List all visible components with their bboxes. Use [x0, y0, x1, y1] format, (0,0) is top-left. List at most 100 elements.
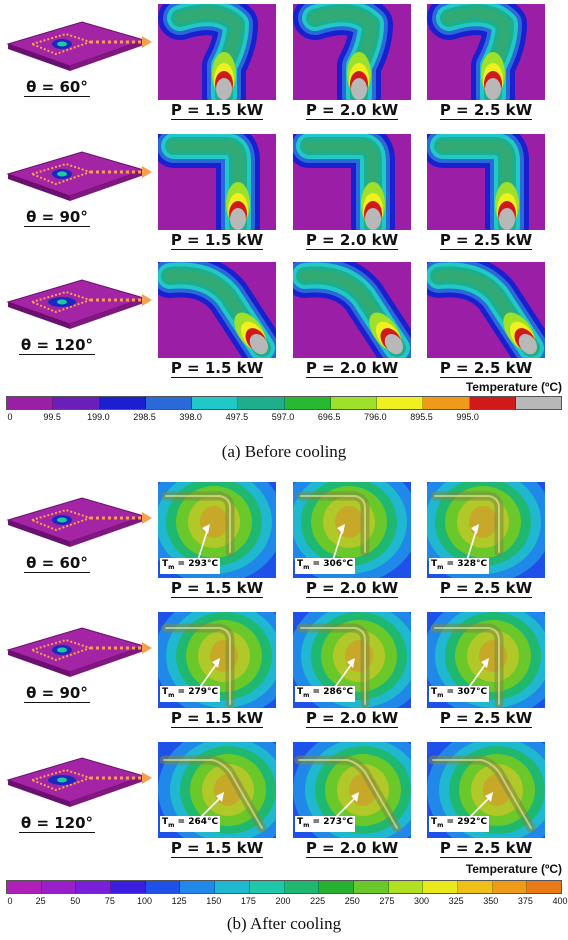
caption-before: (a) Before cooling: [221, 442, 347, 461]
power-value: P = 1.5 kW: [170, 101, 264, 120]
plate-after-60: [6, 497, 152, 547]
colorbar-tick: 995.0: [456, 412, 479, 422]
colorbar-segment: [53, 397, 100, 409]
tm-unit: °C: [476, 559, 488, 569]
colorbar-tick: 398.0: [179, 412, 202, 422]
tm-subscript: m: [168, 563, 175, 571]
colorbar-tick: 895.5: [410, 412, 433, 422]
theta-label-after: θ = 120°: [2, 814, 112, 833]
colorbar-segment: [469, 397, 516, 409]
tm-symbol: T: [162, 817, 169, 827]
colorbar-segment: [353, 881, 389, 893]
contour-before-60-2: [427, 4, 545, 100]
contour-before-120-0: [158, 262, 276, 358]
power-label: P = 2.5 kW: [426, 101, 546, 120]
colorbar-segment: [284, 397, 331, 409]
tm-symbol: T: [297, 559, 304, 569]
theta-value: θ = 90°: [24, 684, 90, 703]
tm-symbol: T: [297, 817, 304, 827]
power-value: P = 1.5 kW: [170, 579, 264, 598]
max-temp-label: Tm = 286°C: [295, 686, 356, 702]
power-label: P = 1.5 kW: [157, 231, 277, 250]
power-label: P = 1.5 kW: [157, 359, 277, 378]
tm-symbol: T: [297, 687, 304, 697]
tm-subscript: m: [437, 691, 444, 699]
tm-unit: °C: [342, 559, 354, 569]
tm-unit: °C: [207, 687, 219, 697]
theta-value: θ = 120°: [18, 814, 96, 833]
theta-value: θ = 120°: [18, 336, 96, 355]
power-value: P = 2.5 kW: [439, 359, 533, 378]
tm-value: 292: [457, 817, 477, 827]
theta-value: θ = 60°: [24, 78, 90, 97]
max-temp-label: Tm = 264°C: [160, 816, 221, 832]
theta-value: θ = 90°: [24, 208, 90, 227]
colorbar-segment: [111, 881, 146, 893]
contour-before-90-1: [293, 134, 411, 230]
max-temp-label: Tm = 279°C: [160, 686, 221, 702]
colorbar-tick: 696.5: [317, 412, 341, 422]
plate-after-90: [6, 627, 152, 677]
power-label: P = 1.5 kW: [157, 101, 277, 120]
colorbar-tick: 0: [7, 896, 13, 906]
contour-before-120-2: [427, 262, 545, 358]
colorbar-tick: 100: [136, 896, 153, 906]
colorbar-segment: [492, 881, 528, 893]
colorbar-segment: [457, 881, 493, 893]
max-temp-label: Tm = 307°C: [429, 686, 490, 702]
power-value: P = 2.0 kW: [305, 359, 399, 378]
power-label: P = 2.5 kW: [426, 709, 546, 728]
max-temp-label: Tm = 328°C: [429, 558, 490, 574]
colorbar-segment: [423, 397, 470, 409]
plate-before-90: [6, 151, 152, 201]
power-value: P = 2.5 kW: [439, 839, 533, 858]
colorbar-tick: 375: [517, 896, 533, 906]
colorbar-tick: 225: [310, 896, 326, 906]
colorbar-tick: 400: [552, 896, 568, 906]
contour-before-120-1: [293, 262, 411, 358]
colorbar-segment: [7, 397, 54, 409]
colorbar-segment: [515, 397, 561, 409]
colorbar-segment: [330, 397, 377, 409]
power-label: P = 2.5 kW: [426, 839, 546, 858]
tm-value: 286: [323, 687, 343, 697]
power-value: P = 2.0 kW: [305, 709, 399, 728]
colorbar-segment: [238, 397, 285, 409]
colorbar-tick: 25: [35, 896, 46, 906]
colorbar-tick: 597.0: [271, 412, 295, 422]
power-value: P = 1.5 kW: [170, 231, 264, 250]
contour-before-90-2: [427, 134, 545, 230]
tm-subscript: m: [437, 821, 444, 829]
colorbar-tick: 250: [344, 896, 360, 906]
tm-symbol: T: [431, 817, 438, 827]
colorbar-tick: 75: [104, 896, 115, 906]
tm-value: 306: [323, 559, 343, 569]
max-temp-label: Tm = 292°C: [429, 816, 490, 832]
colorbar-segment: [284, 881, 320, 893]
colorbar-segment: [388, 881, 424, 893]
colorbar-tick: 175: [240, 896, 256, 906]
colorbar-segment: [41, 881, 77, 893]
theta-value: θ = 60°: [24, 554, 90, 573]
tm-symbol: T: [431, 559, 438, 569]
contour-after-60-1: [293, 482, 411, 578]
contour-before-60-0: [158, 4, 276, 100]
tm-unit: °C: [207, 817, 219, 827]
tm-subscript: m: [303, 821, 310, 829]
legend-title: Temperature (ºC): [465, 862, 562, 876]
colorbar-tick: 50: [70, 896, 81, 906]
colorbar-tick: 0: [7, 412, 13, 422]
power-value: P = 2.5 kW: [439, 231, 533, 250]
colorbar-segment: [527, 881, 561, 893]
contour-before-60-1: [293, 4, 411, 100]
plate-before-120: [6, 279, 152, 329]
colorbar-segment: [145, 397, 192, 409]
tm-symbol: T: [431, 687, 438, 697]
plate-after-120: [6, 757, 152, 807]
power-value: P = 2.0 kW: [305, 839, 399, 858]
colorbar-tick: 350: [483, 896, 499, 906]
colorbar-tick: 125: [171, 896, 187, 906]
max-temp-label: Tm = 306°C: [295, 558, 356, 574]
colorbar-segment: [192, 397, 239, 409]
power-value: P = 2.0 kW: [305, 101, 399, 120]
